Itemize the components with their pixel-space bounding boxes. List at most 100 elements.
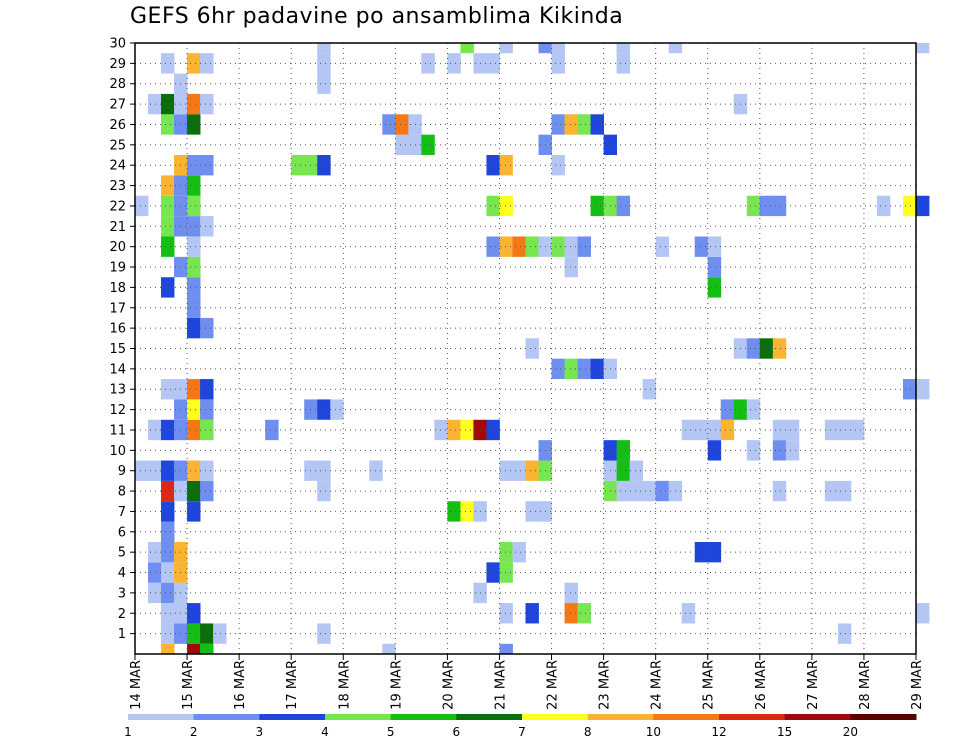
colorbar-label: 10 <box>646 725 661 739</box>
colorbar-swatch <box>653 714 720 720</box>
precip-cell <box>694 541 709 563</box>
colorbar-label: 15 <box>777 725 792 739</box>
colorbar-swatch <box>456 714 523 720</box>
x-tick-label: 23 MAR <box>598 660 613 710</box>
colorbar-swatch <box>128 714 195 720</box>
precip-cell <box>629 460 644 481</box>
precip-cell <box>187 297 201 318</box>
precip-cell <box>616 480 631 502</box>
precip-cell <box>499 460 513 481</box>
y-tick-label: 6 <box>118 525 126 540</box>
precip-cell <box>200 460 214 481</box>
x-tick-label: 29 MAR <box>910 660 925 710</box>
precip-cell <box>707 541 722 563</box>
y-tick-label: 23 <box>109 179 126 194</box>
y-tick-label: 24 <box>109 159 126 174</box>
precip-cell <box>486 53 500 74</box>
precip-cell <box>200 93 214 115</box>
precip-cell <box>395 114 409 135</box>
precip-cell <box>187 501 201 522</box>
precip-cell <box>382 643 396 654</box>
precip-cell <box>161 236 175 257</box>
precip-cell <box>460 419 474 441</box>
precip-cell <box>707 256 722 278</box>
precip-cell <box>564 114 578 135</box>
precip-cell <box>187 175 201 196</box>
precip-cell <box>265 419 279 441</box>
precip-cell <box>577 603 591 624</box>
precip-cell <box>421 53 435 74</box>
precip-cell <box>499 195 513 217</box>
precip-cell <box>161 195 175 217</box>
precip-cell <box>564 582 578 604</box>
precip-cell <box>460 43 474 54</box>
precip-cell <box>148 562 162 583</box>
precip-cell <box>616 43 631 54</box>
precip-cell <box>681 603 696 624</box>
precip-cell <box>161 175 175 196</box>
precip-cell <box>161 643 175 654</box>
precip-cell <box>187 195 201 217</box>
precip-cell <box>161 480 175 502</box>
precip-cell <box>772 419 787 441</box>
x-tick-label: 19 MAR <box>389 660 404 710</box>
precip-cell <box>161 419 175 441</box>
precip-cell <box>720 399 735 420</box>
precip-cell <box>551 155 565 176</box>
precip-cell <box>187 603 201 624</box>
precip-cell <box>161 541 175 563</box>
precip-cell <box>551 43 565 54</box>
colorbar-swatch <box>193 714 260 720</box>
precip-cell <box>525 460 539 481</box>
precip-cell <box>616 53 631 74</box>
precip-cell <box>590 114 604 135</box>
precip-cell <box>551 53 565 74</box>
precip-cell <box>512 460 526 481</box>
precip-cell <box>499 236 513 257</box>
y-tick-label: 16 <box>109 322 126 337</box>
precip-cell <box>460 501 474 522</box>
precip-cell <box>317 623 331 644</box>
colorbar-swatch <box>390 714 457 720</box>
precip-cell <box>746 399 761 420</box>
precip-cell <box>161 460 175 481</box>
y-tick-label: 18 <box>109 281 126 296</box>
precip-cell <box>746 440 761 461</box>
precip-cell <box>187 623 201 644</box>
precip-cell <box>187 155 201 176</box>
y-tick-label: 3 <box>118 586 126 601</box>
precip-cell <box>655 480 670 502</box>
precip-cell <box>187 277 201 298</box>
y-tick-label: 1 <box>118 627 126 642</box>
precip-cell <box>161 501 175 522</box>
precip-cell <box>759 338 774 359</box>
precip-cell <box>590 358 604 380</box>
precip-cell <box>161 216 175 237</box>
precip-cell <box>694 419 709 441</box>
precip-cell <box>902 379 917 400</box>
precip-cell <box>213 623 227 644</box>
y-tick-label: 11 <box>109 423 126 438</box>
precip-cell <box>916 195 930 217</box>
x-tick-label: 20 MAR <box>441 660 456 710</box>
precip-cell <box>330 399 344 420</box>
colorbar-swatch <box>325 714 392 720</box>
y-tick-label: 7 <box>118 505 126 520</box>
precip-cell <box>551 114 565 135</box>
precip-cell <box>486 195 500 217</box>
precip-cell <box>486 562 500 583</box>
colorbar-label: 7 <box>518 725 526 739</box>
y-tick-label: 12 <box>109 403 126 418</box>
precip-cell <box>161 603 175 624</box>
y-tick-label: 25 <box>109 138 126 153</box>
x-tick-label: 26 MAR <box>754 660 769 710</box>
precip-cell <box>135 460 149 481</box>
precip-cell <box>148 582 162 604</box>
y-tick-label: 19 <box>109 261 126 276</box>
x-axis-ticks: 14 MAR 15 MAR 16 MAR 17 MAR 18 MAR 19 MAR 20 M… <box>129 654 925 710</box>
precip-cell <box>499 603 513 624</box>
precip-cell <box>642 379 657 400</box>
precip-cell <box>187 216 201 237</box>
x-tick-label: 18 MAR <box>337 660 352 710</box>
colorbar: 1 2 3 4 5 6 7 8 10 12 15 20 <box>124 714 917 739</box>
